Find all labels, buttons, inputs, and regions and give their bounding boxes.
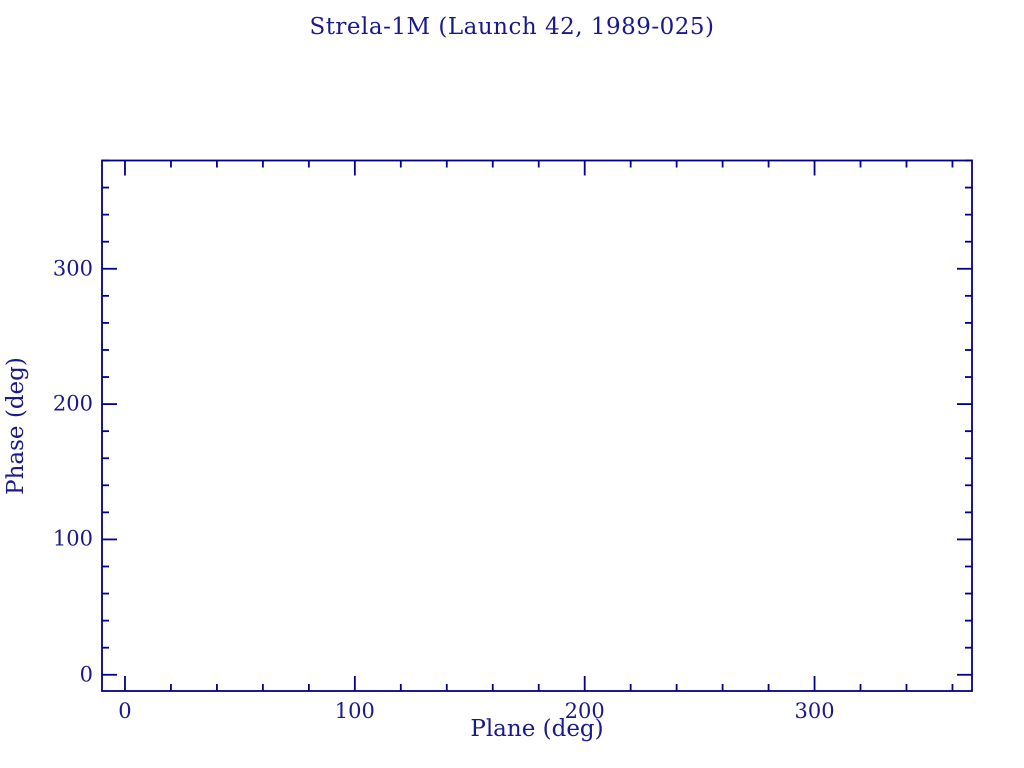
x-axis-label: Plane (deg) bbox=[470, 716, 604, 742]
y-tick-label: 300 bbox=[52, 256, 93, 281]
plot-box bbox=[101, 159, 973, 692]
x-tick-label: 0 bbox=[118, 699, 132, 723]
x-tick-label: 200 bbox=[564, 699, 605, 723]
y-tick-label: 100 bbox=[52, 526, 93, 551]
y-tick-label: 200 bbox=[52, 391, 93, 416]
chart-title: Strela-1M (Launch 42, 1989-025) bbox=[309, 14, 715, 40]
x-tick-label: 100 bbox=[334, 699, 375, 723]
y-tick-label: 0 bbox=[79, 662, 93, 687]
x-tick-label: 300 bbox=[794, 699, 835, 723]
y-axis-label: Phase (deg) bbox=[3, 357, 29, 495]
